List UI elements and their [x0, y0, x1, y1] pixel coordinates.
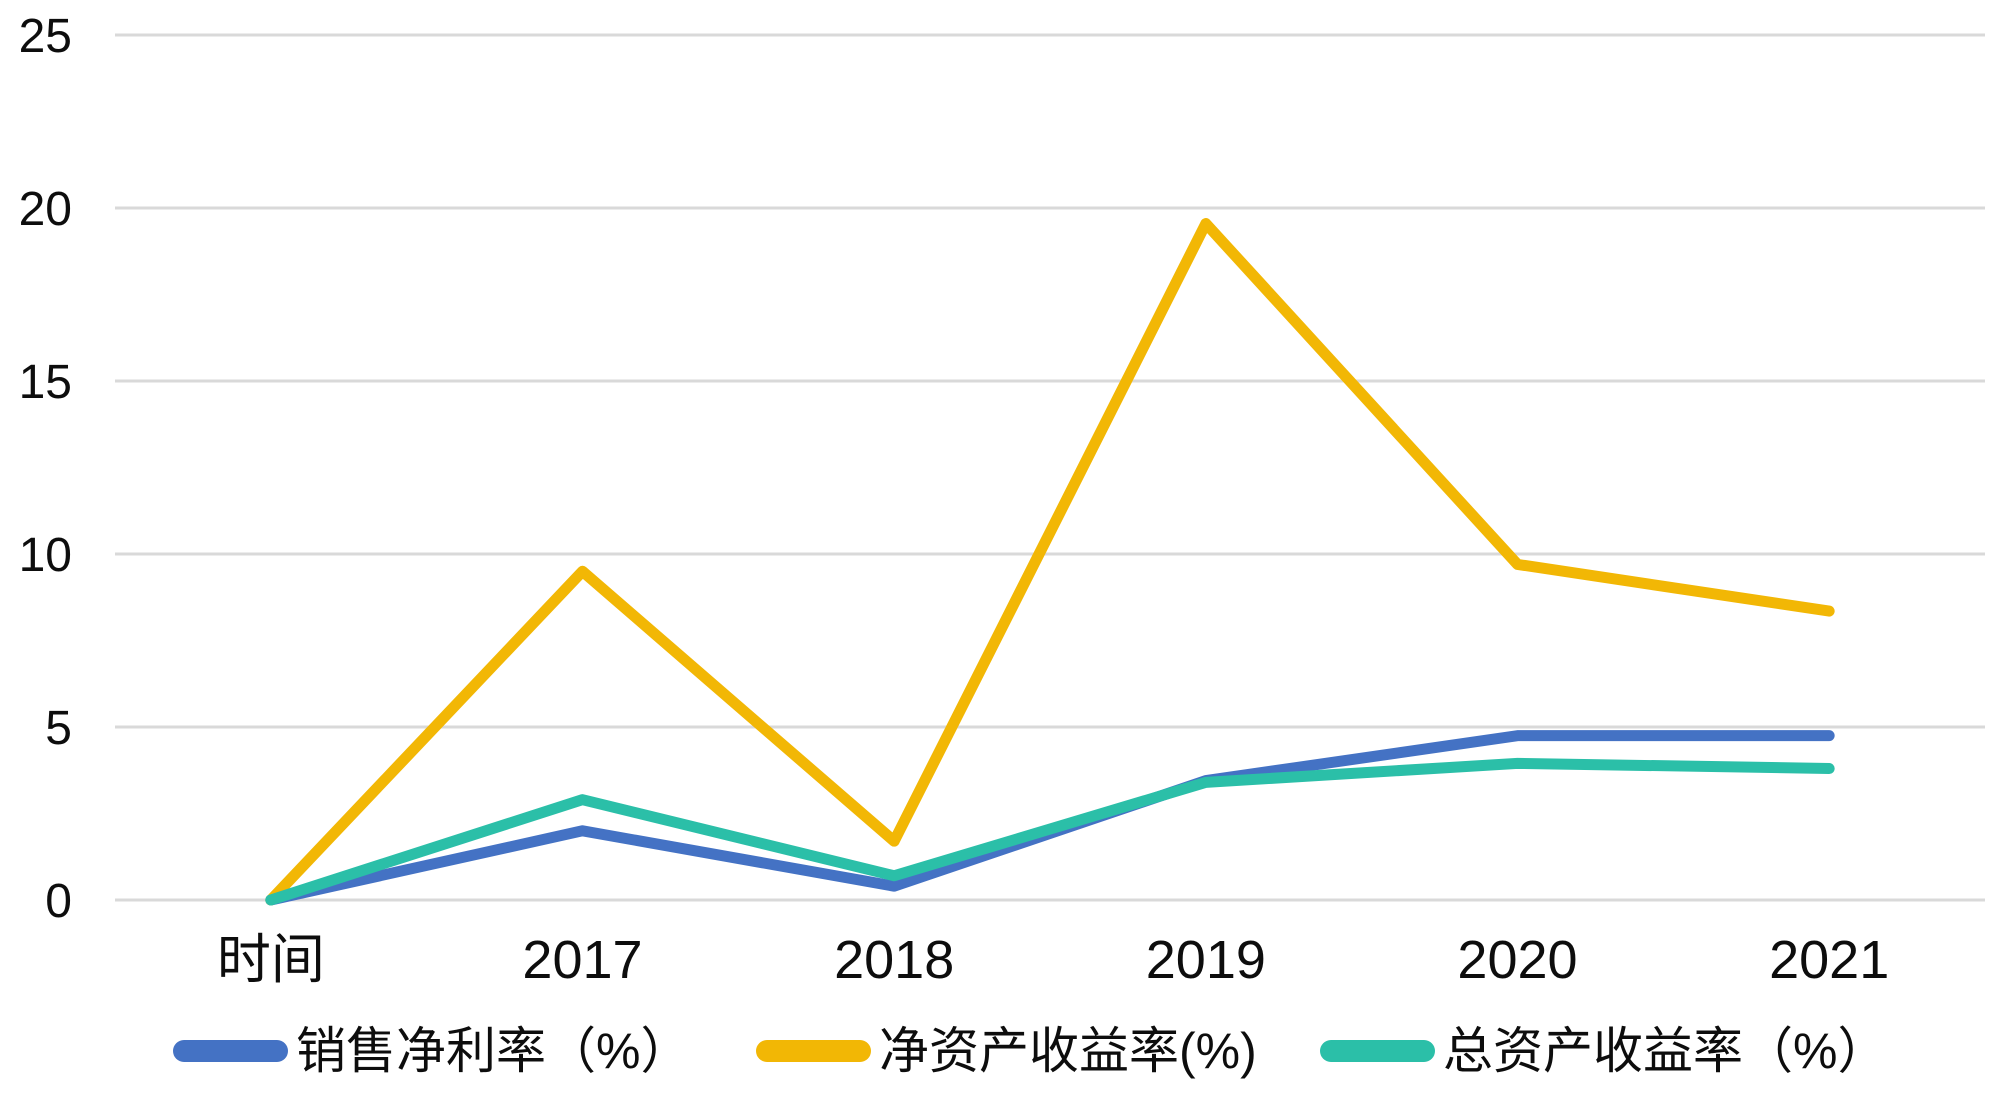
legend-swatch-return-on-equity	[756, 1040, 871, 1062]
y-axis-tick-label: 25	[19, 10, 72, 63]
x-axis-tick-label: 时间	[217, 930, 325, 990]
y-axis-tick-label: 15	[19, 356, 72, 409]
legend-item-return-on-equity: 净资产收益率(%)	[756, 1008, 1257, 1094]
y-axis-tick-label: 5	[45, 702, 72, 755]
legend-item-net-profit-margin: 销售净利率（%）	[173, 1008, 690, 1094]
y-axis-tick-label: 20	[19, 183, 72, 236]
legend-label-return-on-assets: 总资产收益率（%）	[1443, 1023, 1888, 1079]
legend-item-return-on-assets: 总资产收益率（%）	[1320, 1008, 1887, 1094]
chart-legend: 销售净利率（%） 净资产收益率(%) 总资产收益率（%）	[0, 1008, 2000, 1094]
series-line-return-on-assets	[265, 757, 1835, 906]
legend-label-net-profit-margin: 销售净利率（%）	[296, 1023, 691, 1079]
legend-label-return-on-equity: 净资产收益率(%)	[879, 1023, 1257, 1079]
y-axis-tick-label: 0	[45, 875, 72, 928]
legend-swatch-return-on-assets	[1320, 1040, 1435, 1062]
x-axis-tick-label: 2017	[522, 930, 642, 990]
x-axis-tick-label: 2021	[1769, 930, 1889, 990]
y-axis-tick-label: 10	[19, 529, 72, 582]
x-axis-tick-label: 2020	[1457, 930, 1577, 990]
series-line-return-on-equity	[265, 218, 1835, 906]
x-axis-tick-label: 2018	[834, 930, 954, 990]
x-axis-tick-label: 2019	[1146, 930, 1266, 990]
legend-swatch-net-profit-margin	[173, 1040, 288, 1062]
